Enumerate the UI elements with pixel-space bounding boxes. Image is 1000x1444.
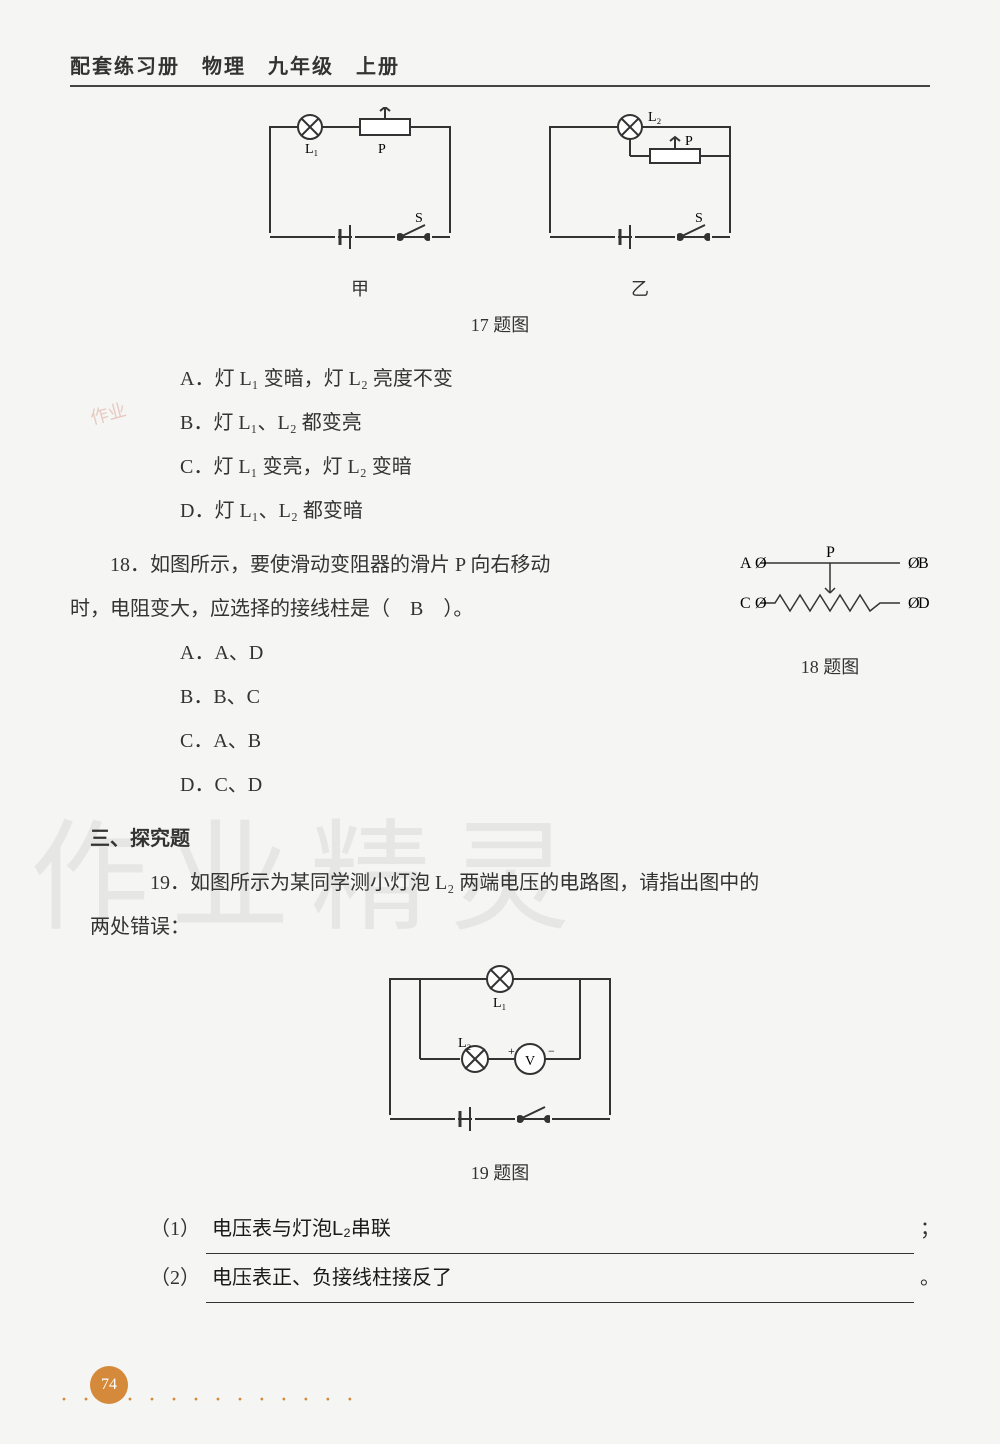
q19-a2-text: 电压表正、负接线柱接反了 [206,1254,914,1303]
q19-text: 19．如图所示为某同学测小灯泡 L₂ 两端电压的电路图，请指出图中的 [110,861,930,905]
label-D: D [918,595,930,612]
term-C: Ø [755,595,767,612]
q19-a2-label: （2） [150,1254,200,1302]
label-l1: L₁ [305,142,318,157]
q18-option-c: C．A、B [180,719,720,763]
label-B: B [918,555,929,572]
label-p: P [378,142,386,157]
q17-yi-label: 乙 [530,275,750,301]
q19-minus: − [548,1044,555,1058]
label-s: S [415,211,423,226]
q17-option-c: C．灯 L₁ 变亮，灯 L₂ 变暗 [180,445,930,489]
q18-options: A．A、D B．B、C C．A、B D．C、D [180,631,720,807]
q17-diagram-jia: L₁ P S 甲 [250,107,470,301]
q17-caption: 17 题图 [70,311,930,337]
label-A: A [740,555,752,572]
q19-a1-end: ； [920,1205,930,1253]
q19-caption: 19 题图 [70,1159,930,1185]
q19-l1: L₁ [493,996,506,1011]
q18-option-d: D．C、D [180,763,720,807]
header-title: 配套练习册 物理 九年级 上册 [70,56,400,78]
q19-a2-end: 。 [920,1254,930,1302]
q19-v: V [525,1054,535,1069]
label-C: C [740,595,751,612]
page-content: 配套练习册 物理 九年级 上册 [70,50,930,1303]
q19-plus: + [508,1044,515,1058]
q17-diagrams: L₁ P S 甲 [70,107,930,301]
q18-diagram: A Ø Ø B C Ø Ø D P 18 题图 [730,543,930,679]
q17-option-a: A．灯 L₁ 变暗，灯 L₂ 亮度不变 [180,357,930,401]
label-p2: P [685,134,693,149]
q19-diagram: L₁ L₂ V + − [70,959,930,1149]
term-A: Ø [755,555,767,572]
q18-block: 18．如图所示，要使滑动变阻器的滑片 P 向右移动 时，电阻变大，应选择的接线柱… [70,543,930,807]
q17-option-d: D．灯 L₁、L₂ 都变暗 [180,489,930,533]
page-header: 配套练习册 物理 九年级 上册 [70,50,930,87]
q19-answer1: （1） 电压表与灯泡L₂串联 ； [150,1205,930,1254]
q17-jia-label: 甲 [250,275,470,301]
q17-diagram-yi: L₂ P S 乙 [530,107,750,301]
section3-title: 三、探究题 [90,822,930,851]
q19-l2: L₂ [458,1036,472,1051]
label-s2: S [695,211,703,226]
q19-a1-label: （1） [150,1205,200,1253]
q18-option-a: A．A、D [180,631,720,675]
q17-option-b: B．灯 L₁、L₂ 都变亮 [180,401,930,445]
q18-text1: 18．如图所示，要使滑动变阻器的滑片 P 向右移动 [110,554,550,576]
q19-text2: 两处错误： [90,905,930,949]
q19-answer2: （2） 电压表正、负接线柱接反了 。 [150,1254,930,1303]
q18-caption: 18 题图 [730,653,930,679]
q19-text-line1: 19．如图所示为某同学测小灯泡 L₂ 两端电压的电路图，请指出图中的 [150,872,759,894]
q18-text2: 时，电阻变大，应选择的接线柱是（ B ）。 [70,598,473,620]
q17-options: A．灯 L₁ 变暗，灯 L₂ 亮度不变 B．灯 L₁、L₂ 都变亮 C．灯 L₁… [180,357,930,533]
label-l2: L₂ [648,110,662,125]
page-number: 74 [90,1366,128,1404]
label-P18: P [826,544,835,561]
q19-a1-text: 电压表与灯泡L₂串联 [206,1205,914,1254]
q18-option-b: B．B、C [180,675,720,719]
q18-text: 18．如图所示，要使滑动变阻器的滑片 P 向右移动 时，电阻变大，应选择的接线柱… [70,543,720,631]
